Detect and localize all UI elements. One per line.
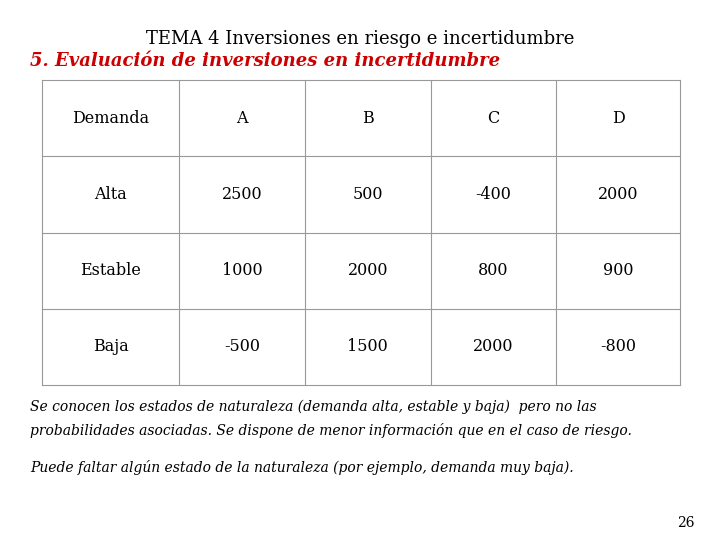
Text: 5. Evaluación de inversiones en incertidumbre: 5. Evaluación de inversiones en incertid… <box>30 52 500 70</box>
Text: Alta: Alta <box>94 186 127 203</box>
Text: -800: -800 <box>600 339 636 355</box>
Text: B: B <box>362 110 374 126</box>
Text: A: A <box>236 110 248 126</box>
Text: -500: -500 <box>224 339 260 355</box>
Text: C: C <box>487 110 500 126</box>
Text: 2000: 2000 <box>598 186 639 203</box>
Text: 1000: 1000 <box>222 262 262 279</box>
Text: 1500: 1500 <box>347 339 388 355</box>
Text: Demanda: Demanda <box>72 110 149 126</box>
Text: -400: -400 <box>475 186 511 203</box>
Text: D: D <box>612 110 624 126</box>
Text: 900: 900 <box>603 262 634 279</box>
Text: Baja: Baja <box>93 339 128 355</box>
Text: 2500: 2500 <box>222 186 262 203</box>
Text: Estable: Estable <box>80 262 141 279</box>
Text: Se conocen los estados de naturaleza (demanda alta, estable y baja)  pero no las: Se conocen los estados de naturaleza (de… <box>30 400 597 414</box>
Text: 2000: 2000 <box>348 262 388 279</box>
Text: 500: 500 <box>353 186 383 203</box>
Text: probabilidades asociadas. Se dispone de menor información que en el caso de ries: probabilidades asociadas. Se dispone de … <box>30 423 632 438</box>
Text: 26: 26 <box>678 516 695 530</box>
Text: Puede faltar algún estado de la naturaleza (por ejemplo, demanda muy baja).: Puede faltar algún estado de la naturale… <box>30 460 574 475</box>
Text: 800: 800 <box>478 262 508 279</box>
Text: 2000: 2000 <box>473 339 513 355</box>
Text: TEMA 4 Inversiones en riesgo e incertidumbre: TEMA 4 Inversiones en riesgo e incertidu… <box>146 30 574 48</box>
